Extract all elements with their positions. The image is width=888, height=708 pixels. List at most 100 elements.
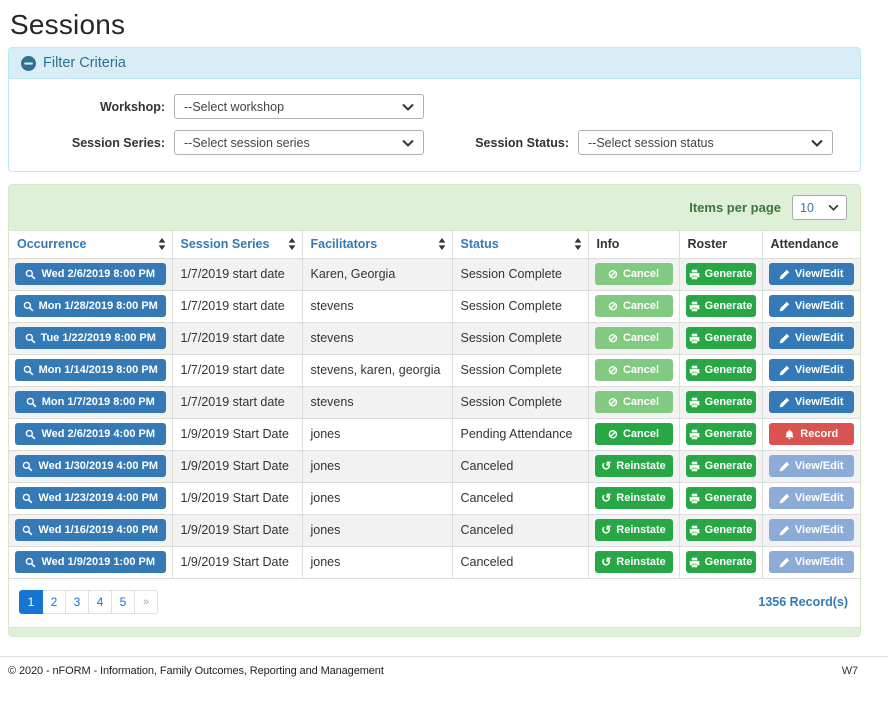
occurrence-label: Wed 1/9/2019 1:00 PM [41,555,156,568]
ban-icon: ⊘ [607,267,618,281]
search-icon [22,493,33,504]
view-edit-button[interactable]: View/Edit [768,327,854,349]
session-status-select[interactable]: --Select session status [578,130,833,155]
attendance-button-label: View/Edit [794,395,844,408]
status-cell: Canceled [452,513,589,546]
version-label: W7 [841,664,858,677]
occurrence-button[interactable]: Mon 1/28/2019 8:00 PM [15,295,166,317]
generate-button[interactable]: Generate [685,519,756,541]
session-series-cell: 1/7/2019 start date [172,321,303,354]
view-edit-button[interactable]: View/Edit [768,263,854,285]
pagination-page-2[interactable]: 2 [42,589,66,614]
ban-icon: ⊘ [607,395,618,409]
items-per-page-select[interactable]: 10 [792,195,847,220]
undo-icon: ↺ [601,523,612,537]
occurrence-button[interactable]: Wed 1/16/2019 4:00 PM [15,519,166,541]
generate-button[interactable]: Generate [685,327,756,349]
occurrence-label: Wed 2/6/2019 4:00 PM [41,427,156,440]
reinstate-button[interactable]: ↺ Reinstate [594,551,673,573]
status-cell: Canceled [452,545,589,578]
session-series-cell: 1/9/2019 Start Date [172,513,303,546]
undo-icon: ↺ [601,555,612,569]
table-row: Tue 1/22/2019 8:00 PM 1/7/2019 start date… [9,321,860,354]
search-icon [25,557,36,568]
session-series-cell: 1/7/2019 start date [172,289,303,322]
session-series-cell: 1/9/2019 Start Date [172,545,303,578]
printer-icon [689,461,700,472]
pagination-page-4[interactable]: 4 [88,589,112,614]
facilitators-cell: jones [302,481,453,514]
attendance-button-label: View/Edit [794,523,844,536]
generate-button[interactable]: Generate [685,263,756,285]
table-row: Wed 1/23/2019 4:00 PM 1/9/2019 Start Date… [9,481,860,514]
generate-button[interactable]: Generate [685,487,756,509]
minus-circle-icon [21,55,36,71]
cancel-button: ⊘ Cancel [594,359,673,381]
column-header-status[interactable]: Status [452,231,589,258]
pagination-next[interactable]: » [134,589,158,614]
generate-button[interactable]: Generate [685,295,756,317]
column-label: Roster [687,237,728,252]
attendance-button-label: View/Edit [794,331,844,344]
info-button-label: Cancel [622,363,660,376]
view-edit-button[interactable]: View/Edit [768,359,854,381]
roster-button-label: Generate [704,395,753,408]
table-row: Mon 1/14/2019 8:00 PM 1/7/2019 start date… [9,353,860,386]
reinstate-button[interactable]: ↺ Reinstate [594,519,673,541]
view-edit-button[interactable]: View/Edit [768,295,854,317]
generate-button[interactable]: Generate [685,551,756,573]
info-button-label: Cancel [622,427,660,440]
filter-criteria-header[interactable]: Filter Criteria [9,48,860,79]
pagination-page-5[interactable]: 5 [111,589,135,614]
info-button-label: Reinstate [616,491,666,504]
workshop-label: Workshop: [99,99,165,114]
record-button[interactable]: Record [768,423,854,445]
facilitators-cell: jones [302,417,453,450]
session-series-cell: 1/7/2019 start date [172,385,303,418]
cancel-button[interactable]: ⊘ Cancel [594,423,673,445]
column-header-session-series[interactable]: Session Series [172,231,303,258]
occurrence-button[interactable]: Wed 1/9/2019 1:00 PM [15,551,166,573]
roster-button-label: Generate [704,267,753,280]
search-icon [22,525,33,536]
status-cell: Canceled [452,449,589,482]
occurrence-button[interactable]: Tue 1/22/2019 8:00 PM [15,327,166,349]
attendance-button-label: View/Edit [794,299,844,312]
filter-criteria-title: Filter Criteria [43,55,126,71]
facilitators-cell: Karen, Georgia [302,257,453,290]
generate-button[interactable]: Generate [685,423,756,445]
cancel-button: ⊘ Cancel [594,295,673,317]
view-edit-button: View/Edit [768,519,854,541]
generate-button[interactable]: Generate [685,391,756,413]
workshop-select[interactable]: --Select workshop [174,94,424,119]
occurrence-button[interactable]: Wed 1/23/2019 4:00 PM [15,487,166,509]
pagination-page-3[interactable]: 3 [65,589,89,614]
generate-button[interactable]: Generate [685,359,756,381]
facilitators-cell: jones [302,545,453,578]
occurrence-button[interactable]: Wed 1/30/2019 4:00 PM [15,455,166,477]
occurrence-button[interactable]: Mon 1/14/2019 8:00 PM [15,359,166,381]
attendance-button-label: View/Edit [794,491,844,504]
session-series-select[interactable]: --Select session series [174,130,424,155]
roster-button-label: Generate [704,331,753,344]
column-label: Status [460,237,499,252]
view-edit-button[interactable]: View/Edit [768,391,854,413]
occurrence-button[interactable]: Wed 2/6/2019 8:00 PM [15,263,166,285]
table-row: Wed 1/9/2019 1:00 PM 1/9/2019 Start Date j… [9,545,860,578]
session-series-cell: 1/9/2019 Start Date [172,449,303,482]
column-header-occurrence[interactable]: Occurrence [9,231,173,258]
column-header-facilitators[interactable]: Facilitators [302,231,453,258]
reinstate-button[interactable]: ↺ Reinstate [594,455,673,477]
session-series-cell: 1/7/2019 start date [172,257,303,290]
occurrence-button[interactable]: Mon 1/7/2019 8:00 PM [15,391,166,413]
occurrence-button[interactable]: Wed 2/6/2019 4:00 PM [15,423,166,445]
occurrence-label: Wed 1/30/2019 4:00 PM [38,459,159,472]
pagination-page-1[interactable]: 1 [19,589,43,614]
status-cell: Pending Attendance [452,417,589,450]
column-label: Session Series [180,237,270,252]
reinstate-button[interactable]: ↺ Reinstate [594,487,673,509]
generate-button[interactable]: Generate [685,455,756,477]
occurrence-label: Mon 1/7/2019 8:00 PM [41,395,155,408]
column-label: Info [596,237,620,252]
filter-criteria-panel: Filter Criteria Workshop: --Select works… [8,47,861,172]
